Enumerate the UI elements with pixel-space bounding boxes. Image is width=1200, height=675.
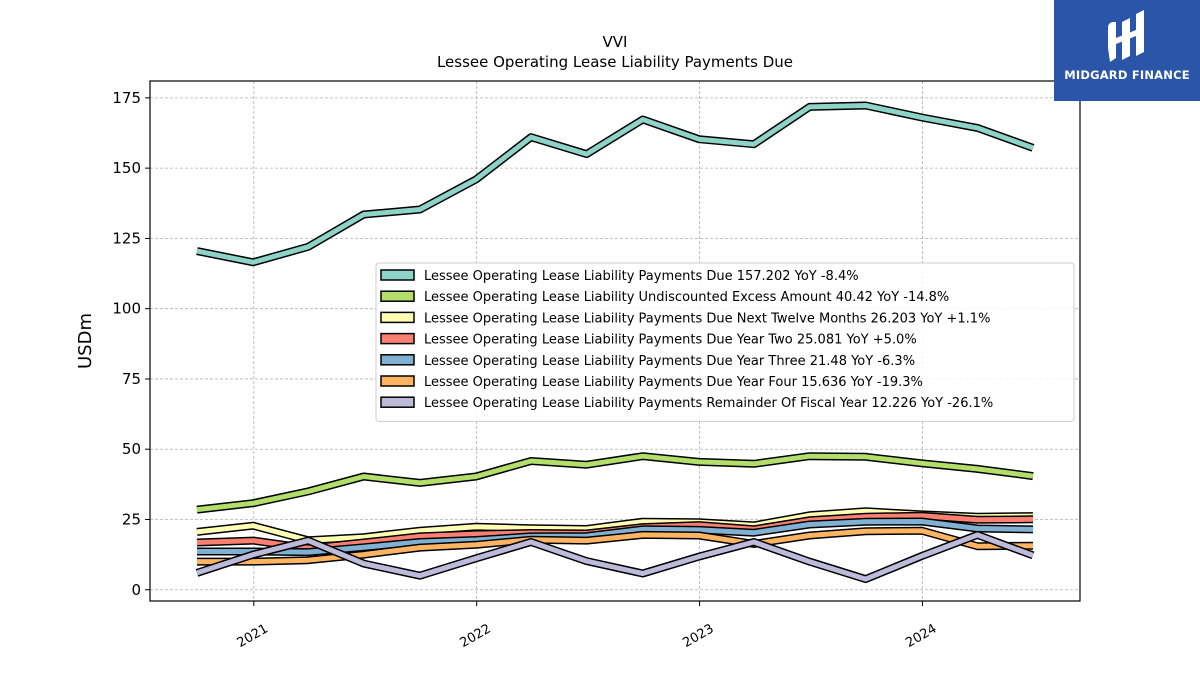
legend-swatch (380, 354, 415, 366)
series-line (196, 452, 1034, 514)
legend-swatch (380, 332, 415, 345)
legend-label: Lessee Operating Lease Liability Payment… (424, 354, 915, 369)
series-outline (196, 452, 1034, 514)
series-stroke (196, 103, 1034, 265)
x-tick-label: 2022 (458, 621, 494, 651)
legend-label: Lessee Operating Lease Liability Payment… (424, 269, 859, 284)
series-stroke (196, 453, 1034, 513)
y-tick-label: 150 (112, 159, 141, 177)
series-stroke (196, 532, 1034, 582)
legend-label: Lessee Operating Lease Liability Payment… (424, 396, 993, 411)
logo-text: MIDGARD FINANCE (1064, 68, 1190, 82)
plot-frame (149, 80, 1081, 602)
legend-swatch (380, 396, 415, 408)
legend-label: Lessee Operating Lease Liability Payment… (424, 311, 990, 326)
series-line (196, 101, 1035, 267)
legend-swatch (380, 375, 415, 387)
legend-label: Lessee Operating Lease Liability Payment… (424, 375, 923, 390)
series-stroke (197, 528, 1034, 565)
series-layer (195, 101, 1035, 584)
legend-box (375, 262, 1075, 422)
y-axis-label: USDm (75, 313, 96, 369)
y-tick-label: 25 (122, 510, 141, 528)
legend-swatch (380, 269, 415, 281)
y-tick-label: 75 (122, 370, 141, 388)
chart-subtitle: Lessee Operating Lease Liability Payment… (437, 53, 793, 71)
x-tick-label: 2024 (903, 621, 939, 651)
y-tick-label: 0 (131, 581, 141, 599)
legend-swatch (380, 290, 415, 302)
y-tick-label: 100 (112, 300, 141, 318)
legend-swatch (380, 311, 415, 324)
x-tick-label: 2023 (680, 621, 716, 651)
legend: Lessee Operating Lease Liability Payment… (375, 262, 1075, 422)
series-line (195, 530, 1035, 584)
x-tick-label: 2021 (235, 621, 271, 651)
logo-mark-icon (1108, 10, 1144, 62)
legend-label: Lessee Operating Lease Liability Payment… (424, 333, 917, 348)
y-tick-label: 125 (112, 229, 141, 247)
chart-title: VVI (603, 33, 628, 51)
legend-label: Lessee Operating Lease Liability Undisco… (424, 290, 949, 305)
y-tick-label: 175 (112, 89, 141, 107)
brand-logo: MIDGARD FINANCE (1054, 0, 1200, 101)
y-tick-label: 50 (122, 440, 141, 458)
series-line (197, 526, 1034, 566)
